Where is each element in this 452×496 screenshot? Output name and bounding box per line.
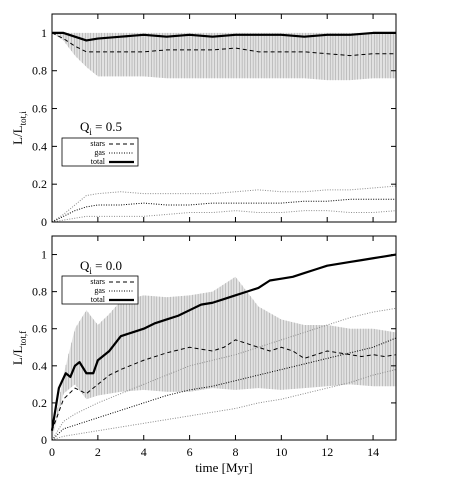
top-series-stars	[51, 32, 396, 57]
bottom-xtick-label: 4	[141, 445, 147, 459]
bottom-axis-ticks: 00.20.40.60.810 2 4 6 8 10 12 14	[32, 236, 396, 459]
bottom-legend-label-stars: stars	[90, 277, 105, 286]
top-legend-label-gas: gas	[94, 148, 105, 157]
bottom-legend-label-total: total	[91, 295, 106, 304]
top-axis-ticks: 0 0.2 0.4 0.6 0.8 1	[32, 14, 396, 229]
top-ytick-label: 0.2	[32, 177, 47, 191]
bottom-series	[50, 253, 397, 441]
bottom-spread-band	[52, 276, 396, 440]
bottom-q-annotation: Qi = 0.0	[80, 258, 122, 276]
bottom-ytick-label: 0.2	[32, 396, 47, 410]
bottom-plot-frame	[51, 235, 397, 441]
bottom-gray-line-2	[51, 369, 397, 441]
bottom-xtick-label: 6	[187, 445, 193, 459]
bottom-ytick-label: 0.4	[32, 359, 47, 373]
bottom-gray-line-1	[51, 307, 397, 441]
top-plot-frame	[51, 13, 397, 223]
bottom-xtick-label: 12	[321, 445, 333, 459]
bottom-legend-label-gas: gas	[94, 286, 105, 295]
top-q-annotation: Qi = 0.5	[80, 119, 122, 137]
top-series-gas	[51, 198, 396, 223]
bottom-legend: stars gas total	[61, 275, 139, 305]
top-gray-line-1	[51, 185, 397, 223]
bottom-band-area	[52, 276, 396, 440]
top-band-area	[52, 32, 396, 81]
bottom-xtick-label: 14	[367, 445, 379, 459]
top-legend: stars gas total	[61, 137, 139, 167]
top-panel: 0 0.2 0.4 0.6 0.8 1 L/Ltot,i Qi = 0.5 stars g…	[10, 13, 397, 229]
top-ytick-label: 1	[41, 26, 47, 40]
top-series	[51, 31, 396, 223]
bottom-xtick-label: 8	[232, 445, 238, 459]
top-legend-label-stars: stars	[90, 139, 105, 148]
bottom-ytick-label: 1	[41, 248, 47, 262]
bottom-gray-series	[51, 307, 397, 441]
top-ytick-label: 0.8	[32, 64, 47, 78]
bottom-xtick-label: 0	[49, 445, 55, 459]
bottom-ylabel: L/Ltot,f	[10, 331, 28, 365]
bottom-xtick-label: 10	[275, 445, 287, 459]
top-series-total	[52, 31, 396, 42]
top-spread-band	[52, 32, 396, 81]
bottom-xtick-label: 2	[95, 445, 101, 459]
bottom-ytick-label: 0.8	[32, 285, 47, 299]
bottom-series-total	[50, 253, 397, 431]
bottom-series-stars	[51, 339, 397, 431]
top-ylabel: L/Ltot,i	[10, 111, 28, 145]
bottom-xlabel: time [Myr]	[195, 460, 252, 475]
top-ytick-label: 0	[41, 215, 47, 229]
top-gray-line-2	[51, 210, 397, 223]
bottom-panel: 00.20.40.60.810 2 4 6 8 10 12 14 L/Ltot,f Qi = …	[10, 235, 397, 475]
top-legend-label-total: total	[91, 157, 106, 166]
bottom-ytick-label: 0.6	[32, 322, 47, 336]
top-gray-series	[51, 185, 397, 223]
bottom-ytick-label: 0	[41, 433, 47, 447]
top-ytick-label: 0.6	[32, 102, 47, 116]
top-ytick-label: 0.4	[32, 139, 47, 153]
